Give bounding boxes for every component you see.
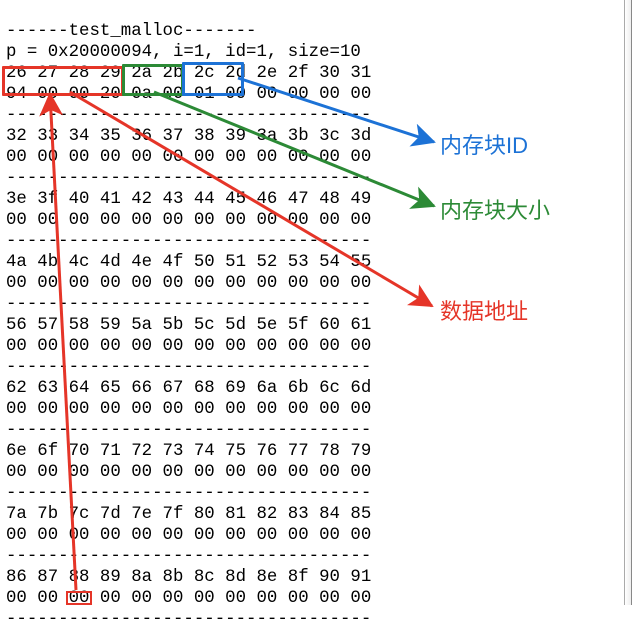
window-right-edge	[624, 0, 631, 605]
terminal-output: ------test_malloc------- p = 0x20000094,…	[6, 21, 371, 630]
label-block-size: 内存块大小	[440, 193, 550, 225]
label-block-id: 内存块ID	[440, 128, 528, 160]
highlight-block-size	[122, 64, 184, 96]
label-data-addr: 数据地址	[440, 294, 528, 326]
highlight-bottom-marker	[66, 591, 92, 605]
highlight-block-id	[182, 62, 244, 96]
highlight-data-address	[2, 66, 124, 96]
